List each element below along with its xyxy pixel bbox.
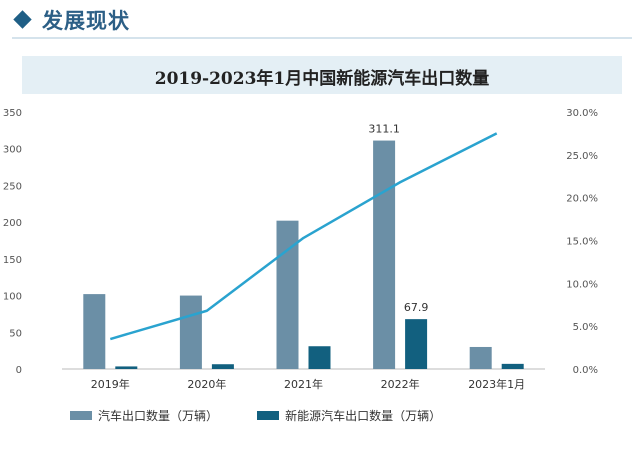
y-tick-label: 100 [3,292,22,303]
y2-tick-label: 25.0% [566,151,598,162]
data-label: 67.9 [404,301,429,314]
section-title: 发展现状 [42,9,130,33]
x-tick-label: 2021年 [284,377,323,391]
share-line [109,132,498,341]
bar-nev-exports [211,364,234,369]
y2-tick-label: 5.0% [573,322,598,333]
y-tick-label: 0 [16,365,22,376]
section-divider [12,37,632,39]
bar-vehicle-exports [276,220,299,369]
y-tick-label: 300 [3,145,22,156]
bar-nev-exports [405,319,428,369]
y2-tick-label: 10.0% [566,279,598,290]
x-tick-label: 2019年 [91,377,130,391]
y2-tick-label: 20.0% [566,194,598,205]
legend-swatch-vehicle-exports [70,411,92,420]
x-tick-label: 2020年 [187,377,226,391]
y2-tick-label: 30.0% [566,108,598,119]
y2-tick-label: 0.0% [573,365,598,376]
chart-title: 2019-2023年1月中国新能源汽车出口数量 [154,69,490,89]
bar-nev-exports [501,363,524,369]
y-tick-label: 50 [9,328,22,339]
y-tick-label: 150 [3,255,22,266]
y-tick-label: 200 [3,218,22,229]
bar-vehicle-exports [469,346,492,369]
legend: 汽车出口数量（万辆） 新能源汽车出口数量（万辆） [70,404,475,423]
x-tick-label: 2023年1月 [468,377,525,391]
x-tick-label: 2022年 [381,377,420,391]
data-label: 311.1 [368,123,400,136]
y-tick-label: 350 [3,108,22,119]
bar-nev-exports [308,346,331,369]
bar-nev-exports [115,366,138,369]
y2-tick-label: 15.0% [566,237,598,248]
legend-swatch-nev-exports [257,411,280,420]
section-header: 发展现状 [12,4,632,39]
legend-item-nev-exports: 新能源汽车出口数量（万辆） [257,405,441,424]
bar-vehicle-exports [179,295,202,369]
chart-title-bar: 2019-2023年1月中国新能源汽车出口数量 [22,56,622,94]
legend-item-vehicle-exports: 汽车出口数量（万辆） [70,405,218,424]
y-tick-label: 250 [3,181,22,192]
legend-label-nev-exports: 新能源汽车出口数量（万辆） [285,409,442,423]
bar-vehicle-exports [83,294,106,369]
legend-label-vehicle-exports: 汽车出口数量（万辆） [98,409,219,423]
bar-vehicle-exports [373,140,396,369]
